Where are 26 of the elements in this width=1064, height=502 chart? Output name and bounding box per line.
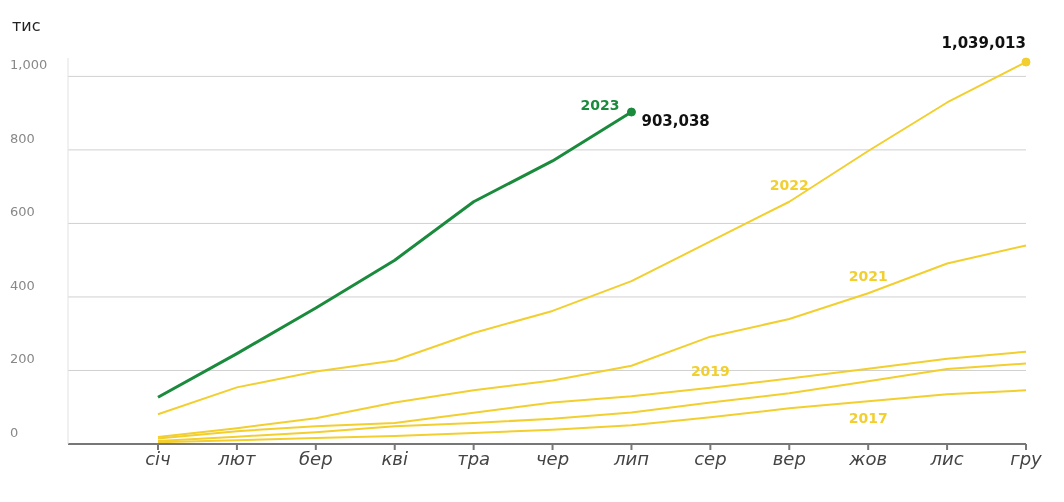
y-axis-title: тис [12, 16, 41, 35]
annotation: 1,039,013 [941, 34, 1026, 53]
series-label: 2022 [769, 176, 809, 193]
series-label: 2021 [848, 268, 888, 285]
x-tick-label: лют [217, 447, 256, 469]
y-tick-label: 600 [10, 204, 35, 220]
x-tick-label: сер [694, 447, 727, 469]
x-tick-label: січ [145, 447, 171, 469]
x-tick-label: бер [299, 447, 333, 469]
x-tick-label: гру [1010, 447, 1043, 469]
y-tick-label: 1,000 [10, 57, 48, 72]
series-label: 2017 [848, 410, 888, 427]
series-label: 2019 [690, 362, 730, 379]
x-tick-label: чер [535, 447, 570, 469]
y-tick-label: 800 [10, 130, 35, 146]
x-tick-label: кві [381, 447, 408, 469]
y-tick-label: 0 [10, 424, 19, 440]
x-tick-label: жов [848, 447, 888, 469]
x-tick-label: вер [772, 447, 806, 469]
x-tick-label: тра [457, 447, 491, 469]
series-label: 2023 [580, 97, 620, 114]
annotation: 903,038 [641, 112, 710, 131]
y-tick-label: 400 [10, 277, 35, 293]
x-tick-label: лис [929, 447, 964, 469]
x-tick-label: лип [612, 447, 650, 469]
y-tick-label: 200 [10, 351, 35, 367]
